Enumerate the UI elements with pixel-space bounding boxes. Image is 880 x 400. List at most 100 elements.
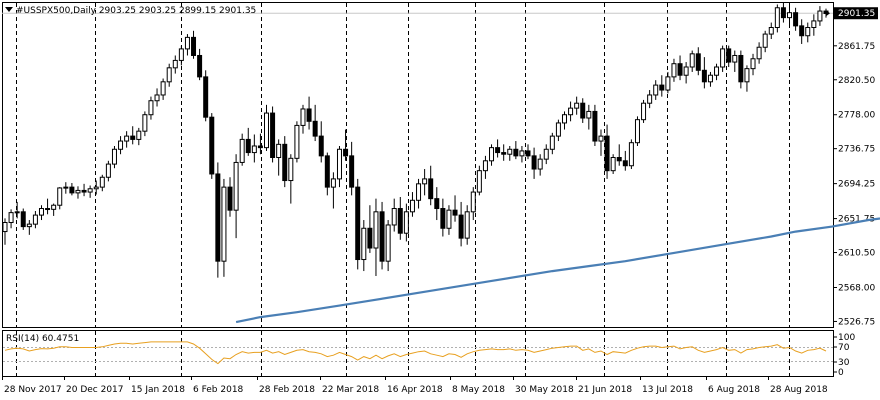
candle-body	[294, 124, 300, 159]
candle-body	[598, 135, 604, 142]
candle-body	[397, 208, 403, 234]
candle-body	[178, 48, 184, 61]
candles-group	[2, 2, 829, 278]
candle-body	[793, 12, 799, 27]
candle-body	[124, 135, 130, 142]
candle-body	[154, 94, 160, 102]
candle-body	[148, 100, 154, 116]
candle-body	[665, 76, 671, 91]
y-tick-label: 2526.75	[838, 317, 875, 327]
candle-body	[391, 208, 397, 226]
candle-body	[75, 189, 81, 194]
candle-body	[683, 66, 689, 76]
candle-body	[63, 186, 69, 189]
candle-body	[379, 211, 385, 262]
candle-body	[701, 69, 707, 83]
candle-body	[38, 208, 44, 216]
candle-body	[111, 148, 117, 165]
candle-body	[282, 143, 288, 182]
candle-body	[677, 63, 683, 76]
y-tick-label: 2820.50	[838, 76, 875, 86]
candle-body	[416, 183, 422, 201]
candle-body	[245, 138, 251, 154]
x-tick-label: 6 Aug 2018	[708, 385, 760, 395]
candle-body	[215, 173, 221, 262]
candle-body	[489, 147, 495, 162]
candle-body	[209, 116, 215, 175]
candle-body	[586, 110, 592, 119]
candle-body	[622, 160, 628, 167]
candle-body	[513, 148, 519, 157]
x-tick-label: 6 Feb 2018	[193, 385, 244, 395]
candle-body	[519, 150, 525, 157]
candle-body	[774, 7, 780, 29]
candle-body	[20, 211, 26, 228]
candle-body	[768, 27, 774, 35]
candle-body	[14, 211, 20, 214]
candle-body	[251, 145, 257, 154]
candle-body	[525, 150, 531, 157]
candle-body	[580, 102, 586, 119]
candle-body	[452, 209, 458, 216]
candle-body	[99, 176, 105, 188]
candle-body	[707, 74, 713, 83]
candle-body	[239, 138, 245, 163]
rsi-y-tick-label: 100	[838, 333, 855, 343]
y-tick-label: 2778.00	[838, 111, 875, 121]
candle-body	[744, 68, 750, 83]
current-price-arrow	[826, 10, 830, 17]
candle-body	[373, 211, 379, 249]
y-tick-label: 2694.25	[838, 180, 875, 190]
candle-body	[2, 222, 8, 233]
x-tick-label: 28 Aug 2018	[770, 385, 828, 395]
candle-body	[762, 33, 768, 48]
candle-body	[276, 143, 282, 159]
candle-body	[336, 148, 342, 180]
candle-body	[233, 161, 239, 211]
candle-body	[628, 142, 634, 167]
candle-body	[634, 119, 640, 144]
candle-body	[543, 148, 549, 160]
candle-body	[367, 227, 373, 249]
candle-body	[136, 130, 142, 140]
candle-body	[343, 148, 349, 157]
candle-body	[57, 187, 63, 206]
current-price-label: 2901.35	[838, 9, 875, 19]
y-tick-label: 2610.50	[838, 249, 875, 259]
candle-body	[537, 158, 543, 170]
candle-body	[51, 204, 57, 210]
candle-body	[69, 186, 75, 194]
candle-body	[726, 48, 732, 63]
y-tick-label: 2651.75	[838, 215, 875, 225]
candle-body	[197, 54, 203, 78]
candle-body	[659, 84, 665, 91]
candle-body	[507, 148, 513, 155]
candle-body	[172, 59, 178, 69]
candle-body	[422, 178, 428, 185]
rsi-y-tick-label: 30	[838, 358, 850, 368]
candle-body	[805, 27, 811, 37]
rsi-label: RSI(14) 60.4751	[6, 334, 79, 344]
main-panel-frame	[2, 2, 834, 328]
candle-body	[257, 145, 263, 149]
candle-body	[616, 157, 622, 162]
candle-body	[574, 102, 580, 109]
candle-body	[531, 155, 537, 170]
candle-body	[118, 140, 124, 150]
candle-body	[495, 147, 501, 154]
candle-body	[811, 20, 817, 29]
candle-body	[501, 152, 507, 155]
x-tick-label: 28 Nov 2017	[4, 385, 62, 395]
candle-body	[549, 135, 555, 150]
candle-body	[482, 160, 488, 172]
candle-body	[105, 163, 111, 178]
candle-body	[689, 53, 695, 68]
candle-body	[45, 208, 51, 211]
candle-body	[428, 178, 434, 200]
candle-body	[458, 214, 464, 239]
y-tick-label: 2568.00	[838, 284, 875, 294]
candle-body	[8, 212, 14, 224]
candle-body	[799, 25, 805, 37]
candle-body	[142, 114, 148, 132]
candle-body	[300, 108, 306, 126]
